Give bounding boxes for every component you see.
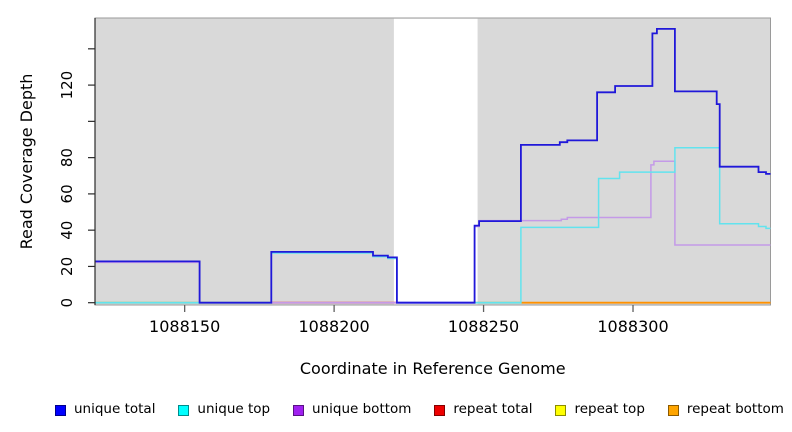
legend-item-repeat-top: repeat top	[555, 401, 645, 418]
y-axis: 0 20 40 60 80 120	[58, 18, 96, 308]
y-tick-label: 40	[58, 221, 76, 240]
legend-label: unique total	[74, 401, 156, 418]
y-axis-title: Read Coverage Depth	[17, 74, 36, 250]
series-line-unique-total	[95, 28, 771, 304]
x-tick-label: 1088150	[149, 317, 220, 336]
legend-label: repeat total	[453, 401, 533, 418]
legend-item-repeat-bottom: repeat bottom	[667, 401, 784, 418]
legend-swatch-icon	[667, 404, 679, 416]
legend-label: repeat bottom	[686, 401, 784, 418]
x-axis-title: Coordinate in Reference Genome	[300, 359, 566, 378]
legend-label: unique top	[197, 401, 271, 418]
legend-swatch-icon	[293, 404, 305, 416]
legend-item-repeat-total: repeat total	[434, 401, 533, 418]
legend-item-unique-top: unique top	[178, 403, 270, 417]
x-axis: 1088150 1088200 1088250 1088300	[149, 305, 669, 336]
legend-swatch-icon	[55, 404, 66, 416]
y-tick-label: 0	[58, 298, 76, 308]
y-tick-label: 60	[58, 184, 76, 203]
x-tick-label: 1088200	[298, 317, 369, 336]
legend-label: unique bottom	[312, 401, 412, 418]
legend-swatch-icon	[434, 404, 446, 416]
legend-swatch-icon	[555, 404, 567, 416]
x-tick-label: 1088250	[448, 317, 519, 336]
legend-item-unique-total: unique total	[55, 403, 155, 417]
legend-swatch-icon	[178, 404, 190, 416]
coverage-plot-canvas: 0 20 40 60 80 120 1088150 1088200 1088250 1088300…	[17, 17, 771, 378]
y-tick-label: 20	[58, 257, 76, 276]
no-data-gap-region	[393, 18, 478, 305]
legend-item-unique-bottom: unique bottom	[293, 403, 411, 417]
x-tick-label: 1088300	[597, 317, 668, 336]
plot-legend: unique total unique top unique bottom repea…	[55, 397, 784, 423]
legend-label: repeat top	[574, 401, 645, 418]
y-tick-label: 80	[58, 148, 76, 167]
y-tick-label: 120	[58, 71, 76, 100]
